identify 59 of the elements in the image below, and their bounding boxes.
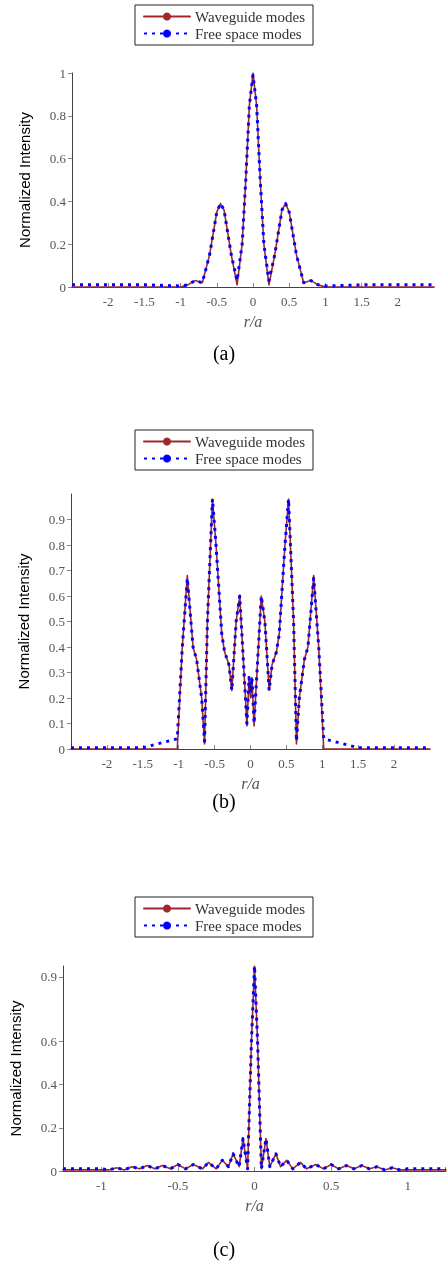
- y-tick-label: 0.7: [48, 563, 66, 578]
- x-tick-label: -1.5: [132, 756, 154, 771]
- y-tick-label: 0: [50, 1163, 57, 1179]
- legend-label: Waveguide modes: [195, 8, 306, 25]
- x-tick-label: 0.5: [278, 756, 295, 771]
- x-tick-label: 1: [319, 756, 326, 771]
- legend-label: Waveguide modes: [195, 900, 306, 917]
- y-tick-label: 1: [59, 65, 66, 81]
- text: (b): [212, 790, 236, 813]
- text: (c): [212, 1238, 236, 1261]
- y-tick-label: 0.6: [48, 588, 66, 604]
- x-tick-label: 0: [247, 756, 254, 771]
- y-tick-label: 0.4: [48, 639, 66, 655]
- legend-label: Free space modes: [195, 25, 302, 42]
- x-tick-label: -1: [175, 294, 187, 309]
- x-tick-label: 2: [394, 294, 402, 309]
- x-tick-label: 0: [251, 1178, 258, 1193]
- y-tick-label: 0: [58, 741, 65, 757]
- text: (a): [212, 342, 236, 365]
- y-tick-label: 0.2: [49, 236, 66, 252]
- legend-label: Free space modes: [195, 917, 302, 934]
- y-tick-label: 0.2: [40, 1120, 57, 1136]
- x-tick-label: -0.5: [204, 756, 225, 771]
- x-tick-label: 1.5: [353, 294, 370, 309]
- y-tick-label: 0.1: [48, 716, 65, 731]
- x-tick-label: 1.5: [350, 756, 367, 771]
- y-tick-label: 0.2: [48, 690, 65, 706]
- y-tick-label: 0.9: [48, 512, 65, 527]
- x-tick-label: -1: [95, 1178, 107, 1193]
- x-axis-title: r/a: [243, 312, 263, 330]
- y-tick-label: 0.9: [40, 969, 57, 985]
- y-tick-label: 0.8: [48, 537, 65, 553]
- x-tick-label: -2: [102, 294, 114, 309]
- y-tick-label: 0.8: [49, 108, 66, 124]
- x-tick-label: -0.5: [206, 294, 228, 309]
- x-axis-title: r/a: [241, 774, 260, 792]
- y-tick-label: 0: [59, 279, 66, 295]
- x-tick-label: 1: [404, 1178, 411, 1193]
- x-tick-label: -2: [101, 756, 113, 771]
- x-tick-label: 1: [322, 294, 329, 309]
- x-tick-label: 0.5: [281, 294, 298, 309]
- y-tick-label: 0.4: [40, 1077, 58, 1093]
- y-tick-label: 0.6: [49, 151, 67, 167]
- x-tick-label: -1: [173, 756, 185, 771]
- x-tick-label: -0.5: [167, 1178, 189, 1193]
- y-tick-label: 0.6: [40, 1034, 58, 1050]
- y-tick-label: 0.3: [48, 665, 65, 680]
- legend-label: Free space modes: [195, 450, 302, 467]
- legend-label: Waveguide modes: [195, 433, 306, 450]
- y-axis-title: Normalized Intensity: [7, 1000, 24, 1137]
- x-tick-label: 2: [390, 756, 398, 771]
- y-axis-title: Normalized Intensity: [16, 111, 33, 248]
- y-axis-title: Normalized Intensity: [15, 553, 32, 690]
- y-tick-label: 0.5: [48, 614, 65, 629]
- x-tick-label: 0.5: [322, 1178, 340, 1193]
- x-tick-label: -1.5: [134, 294, 155, 309]
- x-axis-title: r/a: [245, 1196, 264, 1214]
- y-tick-label: 0.4: [49, 193, 67, 209]
- x-tick-label: 0: [249, 294, 257, 309]
